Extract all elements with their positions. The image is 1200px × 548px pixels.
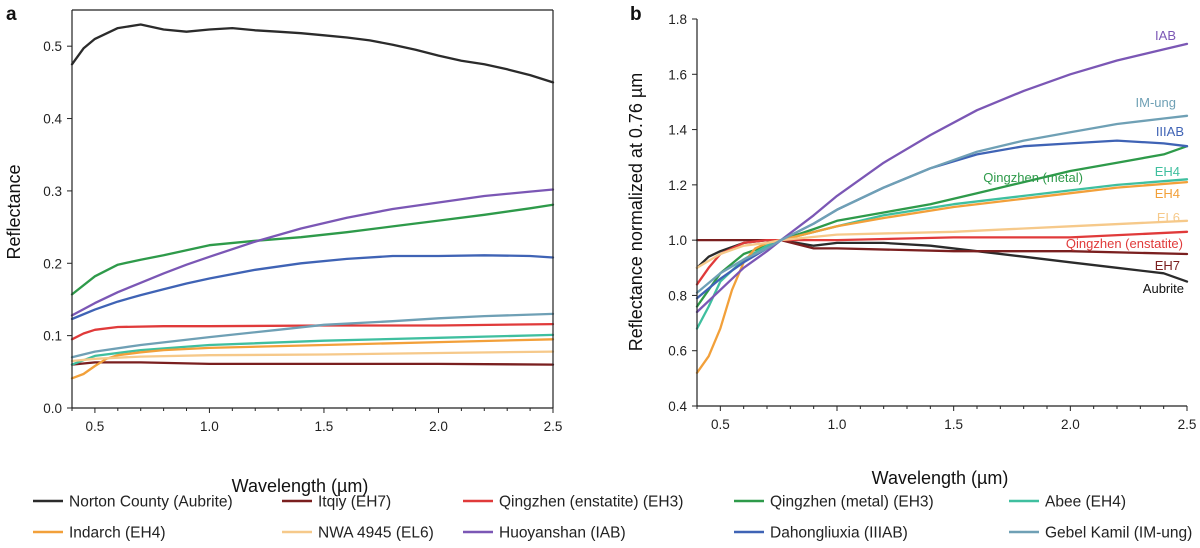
legend-label: NWA 4945 (EL6): [318, 525, 434, 542]
legend-label: Indarch (EH4): [69, 525, 165, 542]
panel-a-y-tick-label: 0.0: [43, 401, 62, 416]
legend-item-indarch-eh4: Indarch (EH4): [33, 525, 165, 542]
legend-label: Abee (EH4): [1045, 494, 1126, 511]
legend-item-dahongliuxia-iiiab: Dahongliuxia (IIIAB): [734, 525, 908, 542]
panel-a-x-tick-label: 2.5: [544, 419, 563, 434]
panel-b-series-itqiy-eh7: [695, 238, 1189, 256]
panel-b-label-eh4-4: EH4: [1155, 164, 1180, 179]
panel-a-axes: 0.5 1.0 1.5 2.0 2.5 0.0 0.1 0.2 0.3 0.4 0.5: [43, 9, 563, 434]
panel-a-x-tick-label: 0.5: [86, 419, 105, 434]
panel-a-y-tick-label: 0.5: [43, 39, 62, 54]
panel-b-y-tick-label: 1.6: [668, 67, 687, 82]
legend-item-qingzhen-metal-eh3: Qingzhen (metal) (EH3): [734, 494, 934, 511]
panel-a-series-indarch-eh4: [70, 338, 555, 380]
panel-b-series-group: [695, 42, 1189, 374]
panel-b-series-norton-county-aubrite: [695, 238, 1189, 283]
legend-item-abee-eh4: Abee (EH4): [1009, 494, 1126, 511]
panel-b-y-axis-title: Reflectance normalized at 0.76 µm: [626, 73, 646, 352]
panel-b-y-tick-label: 1.8: [668, 12, 687, 27]
panel-a-series-itqiy-eh7: [70, 361, 555, 366]
panel-b-x-tick-label: 2.5: [1178, 417, 1197, 432]
panel-a-x-tick-label: 1.5: [315, 419, 334, 434]
panel-b-label-eh4-5: EH4: [1155, 186, 1180, 201]
panel-b-series-huoyanshan-iab: [695, 42, 1189, 314]
legend-label: Qingzhen (metal) (EH3): [770, 494, 934, 511]
panel-a-y-tick-label: 0.2: [43, 256, 62, 271]
panel-b-label-iab-7: IAB: [1155, 28, 1176, 43]
panel-a-series-norton-county-aubrite: [70, 23, 555, 84]
panel-a-y-tick-label: 0.3: [43, 184, 62, 199]
panel-b-y-tick-label: 1.2: [668, 178, 687, 193]
panel-a-series-qingzhen-enstatite-eh3: [70, 322, 555, 341]
panel-b-label-im-ung-9: IM-ung: [1136, 95, 1176, 110]
panel-a-y-tick-label: 0.4: [43, 112, 62, 127]
panel-b-label-aubrite-0: Aubrite: [1143, 281, 1184, 296]
panel-b-x-tick-label: 2.0: [1061, 417, 1080, 432]
panel-b-label-qingzhen-metal-3: Qingzhen (metal): [983, 170, 1083, 185]
legend-label: Qingzhen (enstatite) (EH3): [499, 494, 683, 511]
panel-a-y-axis-title: Reflectance: [4, 164, 24, 259]
panel-a-letter: a: [6, 4, 17, 25]
panel-b-series-qingzhen-metal-eh3: [695, 145, 1189, 308]
panel-a-x-axis-title: Wavelength (µm): [232, 476, 369, 496]
panel-a-x-tick-label: 2.0: [429, 419, 448, 434]
panel-b-x-axis-title: Wavelength (µm): [872, 468, 1009, 488]
panel-a-chart: 0.5 1.0 1.5 2.0 2.5 0.0 0.1 0.2 0.3 0.4 0.5 Wavele…: [4, 9, 563, 496]
panel-a-series-gebel-kamil-im-ung: [70, 312, 555, 359]
panel-a-x-tick-label: 1.0: [200, 419, 219, 434]
panel-a-series-abee-eh4: [70, 333, 555, 366]
legend-item-norton-county-aubrite: Norton County (Aubrite): [33, 494, 233, 511]
panel-b-x-tick-label: 1.5: [944, 417, 963, 432]
panel-b-axes: 0.5 1.0 1.5 2.0 2.5 0.4 0.6 0.8 1.0 1.2 1.4 1.6 1.8: [668, 12, 1196, 432]
panel-b-y-tick-label: 0.6: [668, 344, 687, 359]
panel-b-label-qingzhen-enstatite-2: Qingzhen (enstatite): [1066, 236, 1183, 251]
panel-b-series-qingzhen-enstatite-eh3: [695, 230, 1189, 286]
panel-b-label-el6-6: EL6: [1157, 210, 1180, 225]
panel-b-y-tick-label: 0.8: [668, 288, 687, 303]
panel-b-y-tick-label: 1.4: [668, 123, 687, 138]
panel-b-y-tick-label: 1.0: [668, 233, 687, 248]
panel-b-series-indarch-eh4: [695, 180, 1189, 374]
legend-item-huoyanshan-iab: Huoyanshan (IAB): [463, 525, 626, 542]
panel-b-y-tick-label: 0.4: [668, 399, 687, 414]
panel-a-series-dahongliuxia-iiiab: [70, 254, 555, 321]
panel-a-series-huoyanshan-iab: [70, 188, 555, 317]
legend-item-qingzhen-enstatite-eh3: Qingzhen (enstatite) (EH3): [463, 494, 683, 511]
legend-item-itqiy-eh7: Itqiy (EH7): [282, 494, 391, 511]
panel-b-annotations: IAB IM-ung IIIAB Qingzhen (metal) EH4 EH4 EL6 Q…: [983, 28, 1184, 296]
panel-a-series-nwa-4945-el6: [70, 350, 555, 363]
panel-b-x-tick-label: 0.5: [711, 417, 730, 432]
legend-item-gebel-kamil-im-ung: Gebel Kamil (IM-ung): [1009, 525, 1192, 542]
legend-label: Itqiy (EH7): [318, 494, 391, 511]
panel-b-letter: b: [630, 4, 642, 25]
legend-label: Gebel Kamil (IM-ung): [1045, 525, 1192, 542]
legend-label: Norton County (Aubrite): [69, 494, 233, 511]
legend: Norton County (Aubrite) Itqiy (EH7) Qingzh…: [33, 494, 1192, 542]
panel-b-chart: 0.5 1.0 1.5 2.0 2.50.40.60.81.01.21.41.61.8 …: [626, 12, 1196, 488]
legend-label: Dahongliuxia (IIIAB): [770, 525, 908, 542]
legend-label: Huoyanshan (IAB): [499, 525, 626, 542]
panel-b-x-tick-label: 1.0: [828, 417, 847, 432]
panel-b-series-gebel-kamil-im-ung: [695, 114, 1189, 294]
panel-b-label-iiiab-8: IIIAB: [1156, 124, 1184, 139]
legend-item-nwa-4945-el6: NWA 4945 (EL6): [282, 525, 434, 542]
panel-a-y-tick-label: 0.1: [43, 329, 62, 344]
panel-b-label-eh7-1: EH7: [1155, 258, 1180, 273]
panel-a-series-group: [70, 23, 555, 380]
